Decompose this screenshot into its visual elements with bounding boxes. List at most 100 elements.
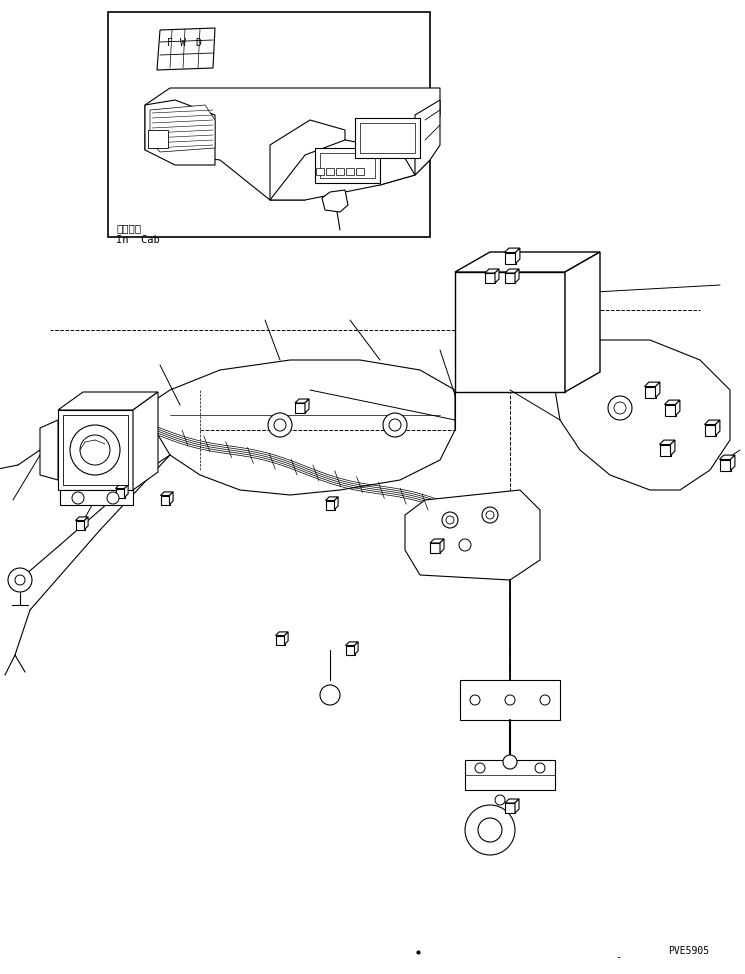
Circle shape — [389, 419, 401, 431]
Text: W: W — [180, 38, 186, 48]
Polygon shape — [555, 340, 730, 490]
Circle shape — [540, 695, 550, 705]
Bar — [360, 123, 415, 153]
Polygon shape — [335, 497, 338, 509]
Circle shape — [459, 539, 471, 551]
Polygon shape — [276, 632, 288, 635]
Polygon shape — [455, 272, 565, 392]
Polygon shape — [515, 269, 519, 283]
Polygon shape — [504, 252, 516, 264]
Polygon shape — [515, 799, 519, 813]
Polygon shape — [705, 420, 720, 425]
Polygon shape — [40, 420, 58, 480]
Polygon shape — [58, 410, 133, 490]
Polygon shape — [270, 140, 415, 200]
Circle shape — [268, 413, 292, 437]
Polygon shape — [115, 489, 124, 498]
Circle shape — [482, 507, 498, 523]
Polygon shape — [405, 490, 540, 580]
Bar — [346, 168, 354, 175]
Polygon shape — [644, 387, 656, 397]
Bar — [336, 168, 344, 175]
Polygon shape — [160, 496, 170, 505]
Circle shape — [15, 575, 25, 585]
Circle shape — [503, 755, 517, 769]
Polygon shape — [415, 100, 440, 175]
Circle shape — [274, 419, 286, 431]
Polygon shape — [60, 490, 133, 505]
Polygon shape — [665, 404, 676, 416]
Circle shape — [465, 805, 515, 855]
Bar — [356, 168, 364, 175]
Polygon shape — [430, 543, 440, 553]
Circle shape — [486, 511, 494, 519]
Polygon shape — [495, 269, 499, 283]
Text: In  Cab: In Cab — [116, 235, 159, 245]
Bar — [315, 148, 380, 183]
Text: PVE5905: PVE5905 — [668, 946, 709, 956]
Bar — [108, 12, 430, 237]
Polygon shape — [355, 642, 358, 655]
Polygon shape — [75, 517, 88, 520]
Polygon shape — [305, 399, 309, 413]
Bar — [355, 118, 420, 158]
Circle shape — [475, 763, 485, 773]
Polygon shape — [295, 399, 309, 403]
Polygon shape — [676, 400, 680, 416]
Polygon shape — [715, 420, 720, 435]
Polygon shape — [346, 646, 355, 655]
Polygon shape — [505, 803, 515, 813]
Polygon shape — [115, 485, 128, 489]
Bar — [148, 130, 168, 148]
Circle shape — [505, 695, 515, 705]
Polygon shape — [440, 539, 444, 553]
Polygon shape — [133, 392, 158, 490]
Bar — [63, 415, 128, 485]
Polygon shape — [460, 680, 560, 720]
Polygon shape — [659, 444, 670, 456]
Text: D: D — [195, 38, 201, 48]
Polygon shape — [145, 88, 440, 200]
Polygon shape — [505, 273, 515, 283]
Polygon shape — [516, 248, 520, 264]
Polygon shape — [150, 105, 215, 152]
Circle shape — [72, 492, 84, 504]
Circle shape — [320, 685, 340, 705]
Circle shape — [478, 818, 502, 842]
Polygon shape — [285, 632, 288, 645]
Bar — [316, 168, 324, 175]
Polygon shape — [504, 248, 520, 252]
Circle shape — [495, 795, 505, 805]
Polygon shape — [665, 400, 680, 404]
Polygon shape — [644, 382, 660, 387]
Polygon shape — [295, 403, 305, 413]
Polygon shape — [157, 28, 215, 70]
Polygon shape — [705, 425, 715, 435]
Polygon shape — [58, 392, 158, 410]
Polygon shape — [720, 460, 731, 470]
Bar — [326, 168, 334, 175]
Polygon shape — [656, 382, 660, 397]
Circle shape — [107, 492, 119, 504]
Polygon shape — [485, 269, 499, 273]
Polygon shape — [731, 455, 735, 470]
Polygon shape — [565, 252, 600, 392]
Polygon shape — [276, 635, 285, 645]
Text: キャブ内: キャブ内 — [116, 223, 141, 233]
Polygon shape — [322, 190, 348, 212]
Polygon shape — [505, 269, 519, 273]
Circle shape — [8, 568, 32, 592]
Circle shape — [383, 413, 407, 437]
Polygon shape — [659, 440, 675, 444]
Polygon shape — [326, 497, 338, 501]
Polygon shape — [430, 539, 444, 543]
Polygon shape — [326, 501, 335, 509]
Polygon shape — [455, 252, 600, 272]
Polygon shape — [346, 642, 358, 646]
Polygon shape — [124, 485, 128, 498]
Polygon shape — [170, 492, 173, 505]
Polygon shape — [670, 440, 675, 456]
Circle shape — [446, 516, 454, 524]
Polygon shape — [505, 799, 519, 803]
Polygon shape — [270, 120, 345, 200]
